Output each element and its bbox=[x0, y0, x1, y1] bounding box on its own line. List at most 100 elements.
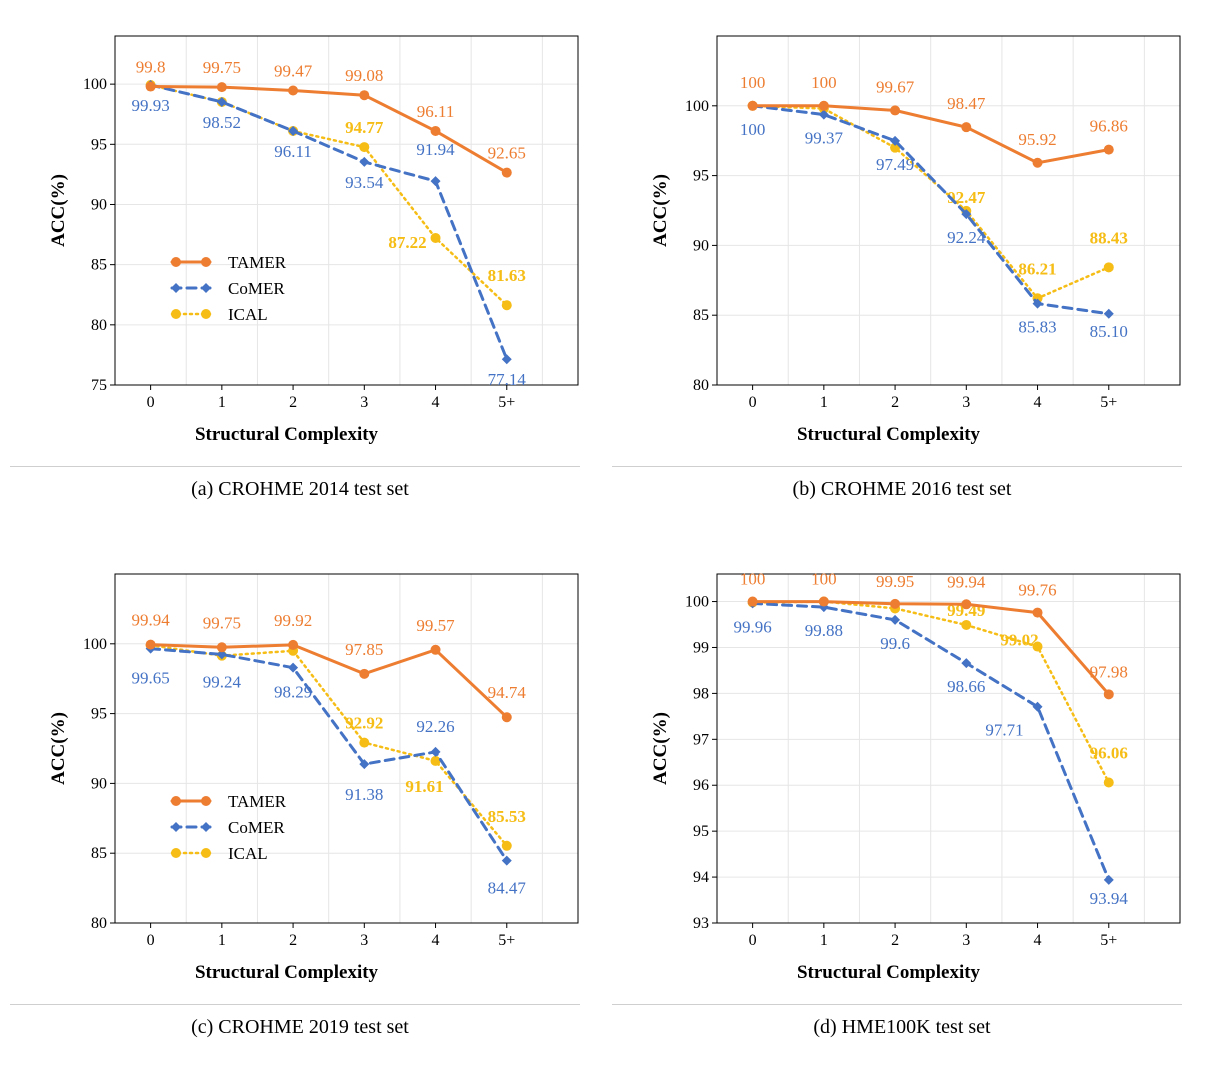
data-point bbox=[501, 712, 512, 723]
data-point bbox=[501, 167, 512, 178]
data-label: 86.21 bbox=[1018, 259, 1056, 278]
series-tamer: 100 100 99.95 99.94 99.76 97.98 bbox=[740, 570, 1128, 700]
plot-frame bbox=[114, 573, 579, 924]
data-label: 92.24 bbox=[947, 228, 986, 247]
x-tick-label: 2 bbox=[891, 932, 899, 949]
series-line bbox=[751, 104, 1111, 316]
y-tick-label: 90 bbox=[693, 237, 709, 254]
data-label: 97.85 bbox=[345, 640, 383, 659]
legend: TAMER CoMER ICAL bbox=[170, 792, 287, 863]
data-label: 96.11 bbox=[417, 102, 455, 121]
data-point bbox=[1103, 777, 1114, 788]
data-point bbox=[818, 100, 829, 111]
legend-marker bbox=[171, 309, 181, 319]
data-point bbox=[359, 737, 370, 748]
data-point bbox=[359, 668, 370, 679]
y-tick-label: 85 bbox=[91, 845, 107, 862]
x-tick-label: 0 bbox=[749, 932, 757, 949]
chart-a: 75 80 85 90 95 100 0 1 2 3 4 5+ Structural Complexit… bbox=[48, 35, 579, 445]
data-point bbox=[1032, 298, 1043, 309]
data-label: 100 bbox=[811, 73, 837, 92]
plot-frame bbox=[716, 35, 1181, 386]
x-axis: 0 1 2 3 4 5+ bbox=[147, 923, 515, 949]
data-label: 99.92 bbox=[274, 611, 312, 630]
data-label: 92.65 bbox=[488, 144, 526, 163]
grid bbox=[115, 36, 578, 386]
x-axis: 0 1 2 3 4 5+ bbox=[147, 385, 515, 411]
x-tick-label: 4 bbox=[432, 932, 440, 949]
data-label: 98.66 bbox=[947, 677, 985, 696]
y-axis-label: ACC(%) bbox=[48, 174, 69, 247]
caption-rule bbox=[10, 466, 580, 467]
x-tick-label: 5+ bbox=[498, 932, 515, 949]
y-tick-label: 80 bbox=[91, 915, 107, 932]
series-tamer: 99.94 99.75 99.92 97.85 99.57 94.74 bbox=[131, 611, 526, 723]
caption-rule bbox=[612, 466, 1182, 467]
legend-label: CoMER bbox=[228, 818, 285, 837]
legend-marker bbox=[171, 822, 181, 832]
data-label: 99.57 bbox=[416, 616, 455, 635]
data-point bbox=[145, 81, 156, 92]
series-line bbox=[751, 601, 1111, 882]
legend-marker bbox=[201, 309, 211, 319]
series-comer: 99.93 98.52 96.11 93.54 91.94 77.14 bbox=[131, 79, 527, 389]
data-point bbox=[145, 639, 156, 650]
data-point bbox=[359, 90, 370, 101]
data-label: 96.11 bbox=[274, 142, 312, 161]
data-label: 77.14 bbox=[488, 370, 527, 389]
legend-marker bbox=[171, 283, 181, 293]
data-label: 96.06 bbox=[1090, 743, 1128, 762]
x-tick-label: 3 bbox=[962, 394, 970, 411]
x-tick-label: 2 bbox=[289, 932, 297, 949]
data-label: 85.83 bbox=[1018, 318, 1056, 337]
legend-marker bbox=[171, 848, 181, 858]
data-point bbox=[359, 156, 370, 167]
x-tick-label: 1 bbox=[218, 394, 226, 411]
series-line bbox=[149, 647, 509, 863]
data-point bbox=[1103, 689, 1114, 700]
legend-label: ICAL bbox=[228, 305, 268, 324]
data-point bbox=[216, 649, 227, 660]
data-label: 97.98 bbox=[1090, 662, 1128, 681]
y-tick-label: 80 bbox=[693, 377, 709, 394]
chart-panel-b: 80 85 90 95 100 0 1 2 3 4 5+ Structural Complexity A… bbox=[602, 0, 1202, 530]
y-tick-label: 95 bbox=[693, 823, 709, 840]
y-tick-label: 99 bbox=[693, 639, 709, 656]
chart-c: 80 85 90 95 100 0 1 2 3 4 5+ Structural Complexity A… bbox=[48, 573, 579, 983]
data-label: 96.86 bbox=[1090, 117, 1128, 136]
data-point bbox=[1103, 308, 1114, 319]
data-point bbox=[430, 176, 441, 187]
data-point bbox=[961, 619, 972, 630]
y-axis-label: ACC(%) bbox=[650, 712, 671, 785]
x-tick-label: 3 bbox=[962, 932, 970, 949]
chart-panel-a: 75 80 85 90 95 100 0 1 2 3 4 5+ Structural Complexit… bbox=[0, 0, 600, 530]
data-label: 97.71 bbox=[985, 721, 1023, 740]
data-point bbox=[430, 755, 441, 766]
data-label: 100 bbox=[740, 73, 766, 92]
x-axis: 0 1 2 3 4 5+ bbox=[749, 923, 1117, 949]
data-label: 100 bbox=[740, 120, 766, 139]
data-label: 99.37 bbox=[805, 129, 844, 148]
data-label: 99.75 bbox=[203, 58, 241, 77]
y-tick-label: 94 bbox=[693, 869, 709, 886]
data-label: 99.08 bbox=[345, 66, 383, 85]
y-tick-label: 100 bbox=[685, 98, 709, 115]
y-tick-label: 85 bbox=[91, 257, 107, 274]
data-point bbox=[747, 100, 758, 111]
y-axis-label: ACC(%) bbox=[48, 712, 69, 785]
data-point bbox=[1103, 262, 1114, 273]
data-point bbox=[961, 599, 972, 610]
y-axis: 80 85 90 95 100 bbox=[83, 636, 115, 932]
grid bbox=[115, 574, 578, 924]
y-tick-label: 95 bbox=[693, 168, 709, 185]
data-point bbox=[430, 125, 441, 136]
y-tick-label: 95 bbox=[91, 706, 107, 723]
data-label: 85.10 bbox=[1090, 322, 1128, 341]
chart-caption: (c) CROHME 2019 test set bbox=[191, 1016, 409, 1038]
x-axis: 0 1 2 3 4 5+ bbox=[749, 385, 1117, 411]
data-label: 100 bbox=[811, 570, 837, 589]
data-point bbox=[501, 300, 512, 311]
data-label: 93.94 bbox=[1090, 889, 1129, 908]
data-label: 99.88 bbox=[805, 621, 843, 640]
chart-d: 93 94 95 96 97 98 99 100 0 1 2 3 4 5+ Structural Compl… bbox=[650, 570, 1181, 983]
